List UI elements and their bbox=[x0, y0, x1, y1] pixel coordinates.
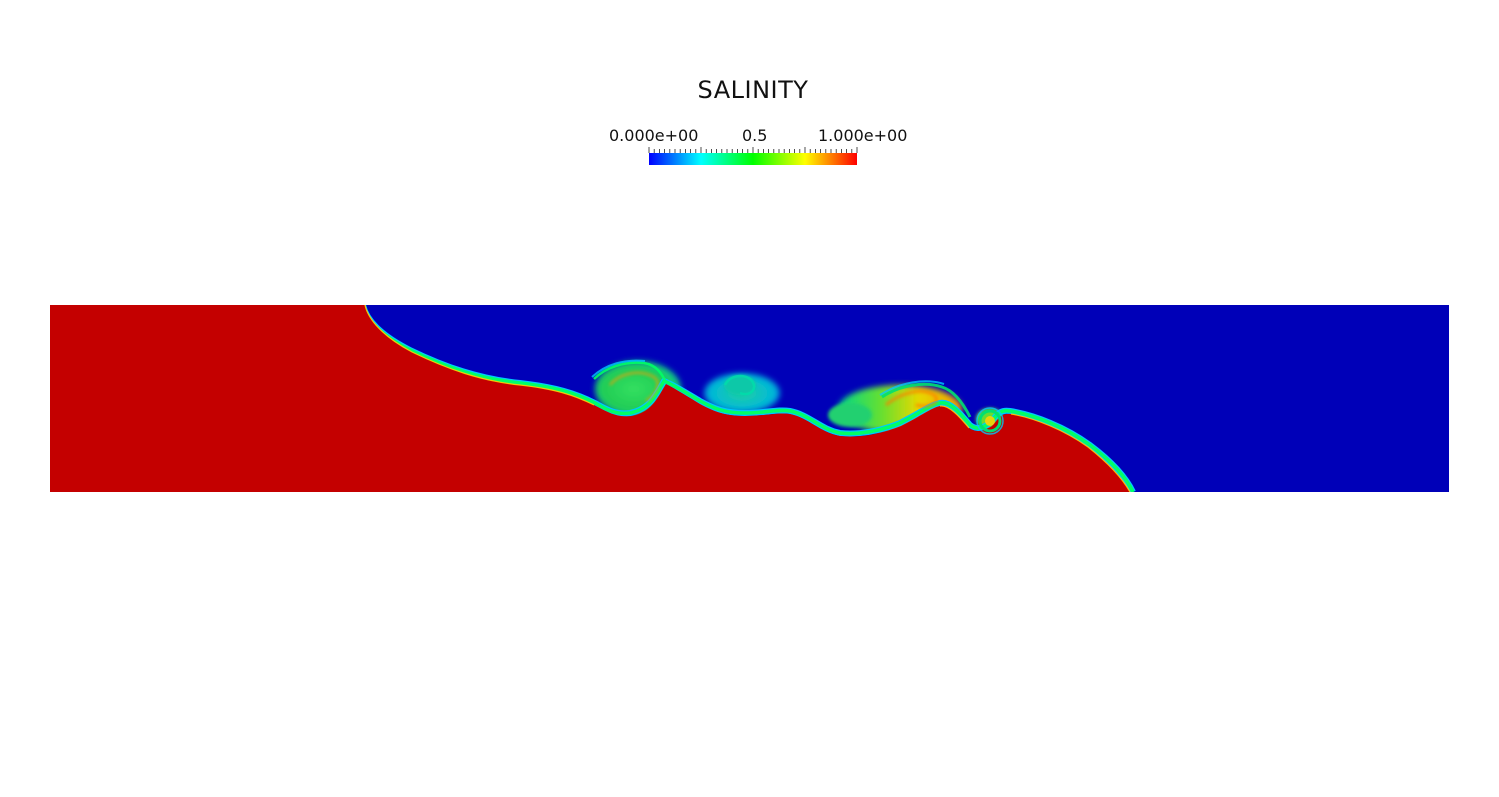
colorbar-min-label: 0.000e+00 bbox=[609, 126, 699, 145]
vortex-streak bbox=[879, 380, 945, 396]
vortex-streak bbox=[593, 361, 668, 384]
vortex-streak bbox=[591, 359, 646, 378]
vortex-streak bbox=[609, 371, 659, 402]
colorbar-max-label: 1.000e+00 bbox=[818, 126, 908, 145]
colorbar-gradient bbox=[649, 153, 857, 165]
colorbar-title: SALINITY bbox=[697, 76, 809, 104]
colorbar-ticks bbox=[648, 147, 858, 153]
interface-yellow bbox=[364, 305, 1131, 492]
vortex-core bbox=[985, 416, 995, 426]
vortex-streaks bbox=[591, 359, 972, 418]
vortex-streak bbox=[723, 374, 756, 396]
mixing-billow bbox=[724, 375, 756, 395]
colorbar-legend: SALINITY 0.000e+00 0.5 1.000e+00 bbox=[0, 0, 1499, 200]
colorbar bbox=[648, 147, 858, 165]
salinity-field bbox=[50, 305, 1449, 492]
vortex-streak bbox=[881, 382, 972, 418]
colorbar-mid-label: 0.5 bbox=[742, 126, 768, 145]
vortex-streak bbox=[885, 390, 938, 408]
vortex-ring bbox=[978, 409, 1002, 433]
vortex-ring bbox=[976, 407, 1004, 435]
mixing-billow bbox=[828, 403, 872, 427]
salt-water-region bbox=[50, 305, 1130, 492]
front-vortex bbox=[976, 407, 1004, 435]
